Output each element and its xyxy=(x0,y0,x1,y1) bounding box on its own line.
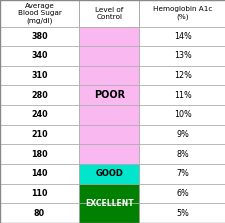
Bar xyxy=(79,46,139,66)
Bar xyxy=(79,145,139,164)
Text: 11%: 11% xyxy=(173,91,191,100)
Text: 140: 140 xyxy=(31,169,48,178)
Text: EXCELLENT: EXCELLENT xyxy=(85,199,133,208)
Bar xyxy=(139,203,225,223)
Text: 210: 210 xyxy=(31,130,48,139)
Bar xyxy=(79,0,139,27)
Bar xyxy=(0,203,79,223)
Bar xyxy=(0,66,79,85)
Text: 8%: 8% xyxy=(176,150,188,159)
Bar xyxy=(139,27,225,46)
Bar xyxy=(79,105,139,125)
Bar xyxy=(139,184,225,203)
Bar xyxy=(79,66,139,85)
Bar xyxy=(0,145,79,164)
Bar xyxy=(0,46,79,66)
Text: 180: 180 xyxy=(31,150,48,159)
Text: 80: 80 xyxy=(34,209,45,218)
Bar xyxy=(0,105,79,125)
Text: Hemoglobin A1c
(%): Hemoglobin A1c (%) xyxy=(152,6,212,20)
Bar xyxy=(79,164,139,184)
Bar xyxy=(79,125,139,145)
Text: 7%: 7% xyxy=(176,169,188,178)
Bar xyxy=(79,85,139,105)
Bar xyxy=(79,27,139,46)
Text: 5%: 5% xyxy=(176,209,188,218)
Text: 280: 280 xyxy=(31,91,48,100)
Text: 240: 240 xyxy=(31,110,48,120)
Bar xyxy=(0,0,79,27)
Text: Average
Blood Sugar
(mg/dl): Average Blood Sugar (mg/dl) xyxy=(18,2,61,24)
Text: 110: 110 xyxy=(31,189,48,198)
Text: 340: 340 xyxy=(31,52,48,60)
Text: 13%: 13% xyxy=(173,52,191,60)
Text: 6%: 6% xyxy=(176,189,188,198)
Text: POOR: POOR xyxy=(93,90,124,100)
Bar xyxy=(139,164,225,184)
Bar xyxy=(0,85,79,105)
Text: GOOD: GOOD xyxy=(95,169,123,178)
Text: 9%: 9% xyxy=(176,130,188,139)
Text: Level of
Control: Level of Control xyxy=(95,6,123,20)
Text: 10%: 10% xyxy=(173,110,191,120)
Text: 14%: 14% xyxy=(173,32,191,41)
Bar xyxy=(139,125,225,145)
Text: 380: 380 xyxy=(31,32,48,41)
Bar xyxy=(0,125,79,145)
Bar xyxy=(0,164,79,184)
Bar xyxy=(0,184,79,203)
Bar xyxy=(139,66,225,85)
Text: 310: 310 xyxy=(31,71,48,80)
Bar xyxy=(139,105,225,125)
Bar xyxy=(79,203,139,223)
Bar xyxy=(139,0,225,27)
Text: 12%: 12% xyxy=(173,71,191,80)
Bar xyxy=(79,184,139,203)
Bar xyxy=(139,145,225,164)
Bar xyxy=(139,85,225,105)
Bar xyxy=(139,46,225,66)
Bar xyxy=(0,27,79,46)
